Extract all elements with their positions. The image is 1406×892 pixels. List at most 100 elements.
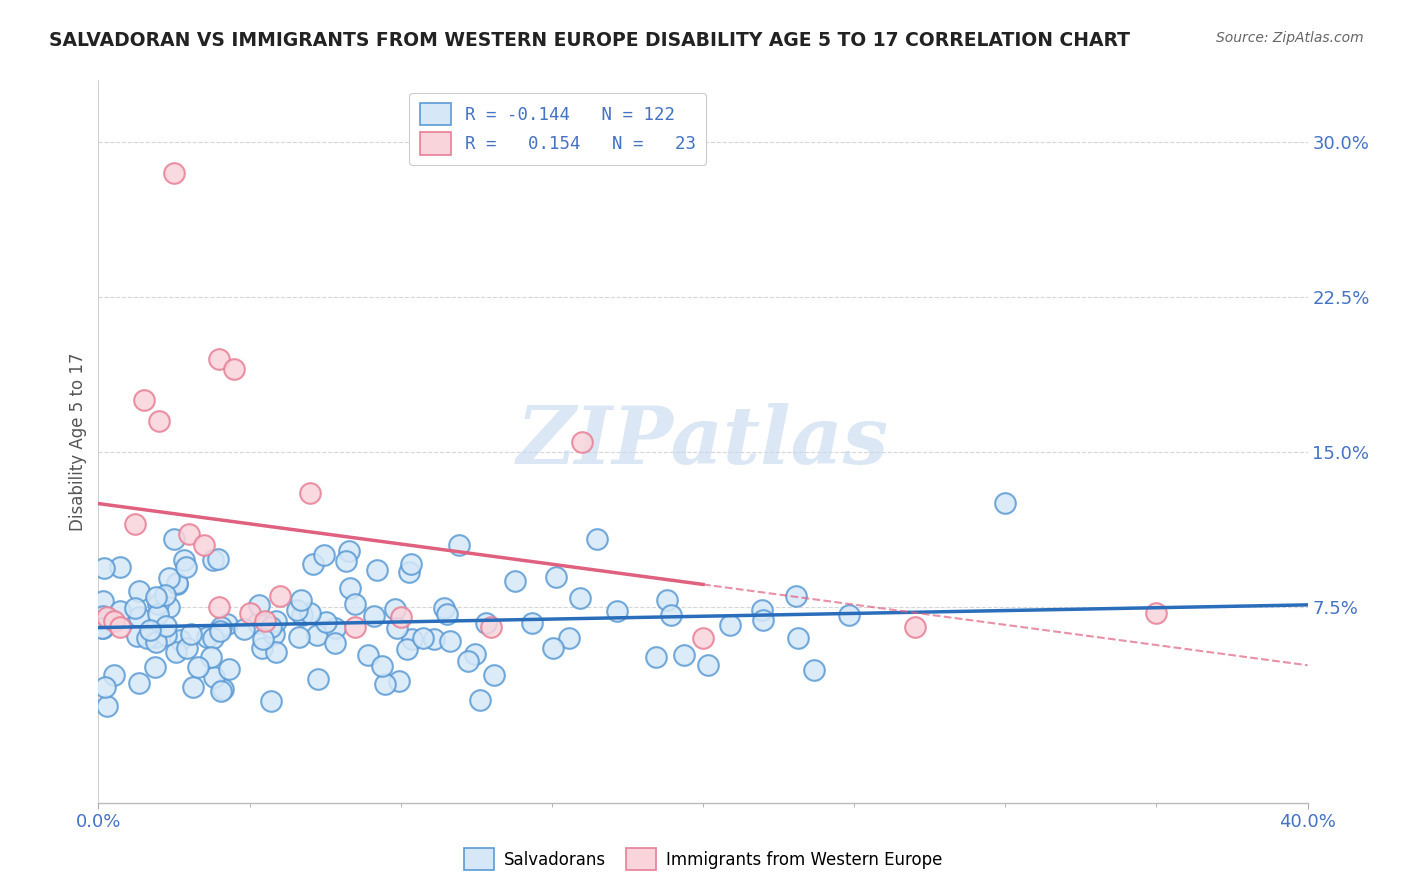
Point xyxy=(209,683,232,698)
Point xyxy=(202,670,225,684)
Point xyxy=(389,610,412,624)
Point xyxy=(208,599,231,614)
Point xyxy=(260,620,283,634)
Point xyxy=(232,622,254,636)
Point xyxy=(558,631,581,645)
Point xyxy=(388,674,411,689)
Point xyxy=(385,621,408,635)
Point xyxy=(93,561,115,575)
Point xyxy=(94,681,117,695)
Point xyxy=(606,604,628,618)
Point xyxy=(253,614,276,628)
Point xyxy=(246,616,269,631)
Point xyxy=(751,603,773,617)
Point xyxy=(299,486,322,500)
Point xyxy=(568,591,591,605)
Legend: R = -0.144   N = 122, R =   0.154   N =   23: R = -0.144 N = 122, R = 0.154 N = 23 xyxy=(409,93,706,165)
Point xyxy=(252,632,274,646)
Point xyxy=(148,414,170,428)
Point xyxy=(398,565,420,579)
Point xyxy=(544,570,567,584)
Point xyxy=(224,362,246,376)
Point xyxy=(315,615,337,629)
Point xyxy=(571,434,593,449)
Point xyxy=(1144,606,1167,620)
Point xyxy=(298,606,321,620)
Point xyxy=(482,668,505,682)
Point xyxy=(163,166,186,180)
Point xyxy=(155,628,177,642)
Point xyxy=(211,681,233,696)
Point xyxy=(249,598,271,612)
Point xyxy=(145,631,167,645)
Point xyxy=(301,558,323,572)
Point xyxy=(179,527,201,541)
Point xyxy=(103,667,125,681)
Point xyxy=(520,616,543,631)
Point xyxy=(217,616,239,631)
Point xyxy=(127,629,149,643)
Point xyxy=(395,641,418,656)
Point xyxy=(181,680,204,694)
Point xyxy=(201,631,224,645)
Point xyxy=(323,636,346,650)
Point xyxy=(343,597,366,611)
Point xyxy=(288,630,311,644)
Point xyxy=(132,393,155,408)
Text: SALVADORAN VS IMMIGRANTS FROM WESTERN EUROPE DISABILITY AGE 5 TO 17 CORRELATION : SALVADORAN VS IMMIGRANTS FROM WESTERN EU… xyxy=(49,31,1130,50)
Point xyxy=(266,645,288,659)
Point xyxy=(139,623,162,637)
Point xyxy=(263,626,285,640)
Point xyxy=(366,563,388,577)
Point xyxy=(108,620,131,634)
Point xyxy=(157,571,180,585)
Point xyxy=(339,582,361,596)
Point xyxy=(145,590,167,604)
Point xyxy=(166,575,188,590)
Point xyxy=(180,626,202,640)
Point xyxy=(128,676,150,690)
Point xyxy=(207,551,229,566)
Point xyxy=(208,351,231,366)
Text: Source: ZipAtlas.com: Source: ZipAtlas.com xyxy=(1216,31,1364,45)
Point xyxy=(135,631,157,645)
Y-axis label: Disability Age 5 to 17: Disability Age 5 to 17 xyxy=(69,352,87,531)
Point xyxy=(128,583,150,598)
Point xyxy=(124,517,146,532)
Point xyxy=(290,593,312,607)
Point xyxy=(187,660,209,674)
Point xyxy=(644,649,666,664)
Point xyxy=(103,614,125,628)
Point xyxy=(209,624,232,638)
Point xyxy=(285,603,308,617)
Point xyxy=(412,632,434,646)
Point xyxy=(439,634,461,648)
Point xyxy=(166,576,188,591)
Point xyxy=(145,635,167,649)
Point xyxy=(696,658,718,673)
Point xyxy=(269,590,291,604)
Point xyxy=(785,589,807,603)
Point xyxy=(174,560,197,574)
Point xyxy=(481,620,503,634)
Point xyxy=(433,600,456,615)
Point xyxy=(422,632,444,647)
Point xyxy=(384,601,406,615)
Point xyxy=(108,560,131,574)
Point xyxy=(305,628,328,642)
Point xyxy=(91,621,114,635)
Point xyxy=(838,608,860,623)
Point xyxy=(163,532,186,546)
Point xyxy=(143,659,166,673)
Point xyxy=(436,607,458,622)
Point xyxy=(128,610,150,624)
Point xyxy=(176,640,198,655)
Point xyxy=(250,640,273,655)
Point xyxy=(193,538,215,552)
Point xyxy=(146,607,169,621)
Point xyxy=(96,699,118,714)
Point xyxy=(541,640,564,655)
Point xyxy=(110,604,132,618)
Point xyxy=(146,597,169,611)
Point xyxy=(718,617,741,632)
